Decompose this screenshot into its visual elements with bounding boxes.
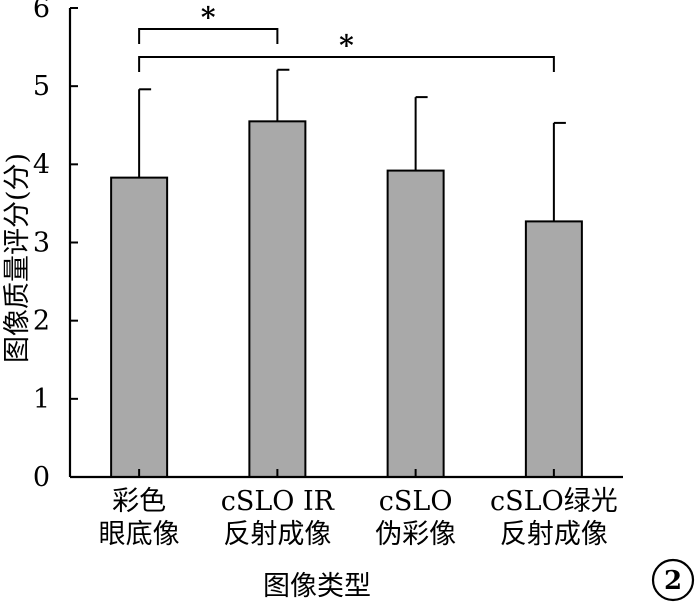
y-tick-label-0: 0 <box>33 462 50 493</box>
y-tick-label-2: 2 <box>33 306 50 337</box>
x-category-label-3-1: 反射成像 <box>500 519 608 550</box>
x-category-label-0-1: 眼底像 <box>99 519 180 550</box>
bar-3 <box>524 220 583 478</box>
bar-0 <box>110 176 169 478</box>
panel-label-text: 2 <box>664 566 682 596</box>
significance-label-1: * <box>339 29 354 62</box>
panel-label-circle <box>651 558 695 602</box>
x-category-label-3-0: cSLO绿光 <box>490 486 618 517</box>
x-axis-title: 图像类型 <box>263 571 371 602</box>
significance-bracket-0 <box>138 28 279 44</box>
x-category-label-2-0: cSLO <box>379 486 453 517</box>
x-category-label-0-0: 彩色 <box>112 486 166 517</box>
x-category-label-1-0: cSLO IR <box>221 486 335 517</box>
y-tick-label-4: 4 <box>33 149 50 180</box>
y-axis-title: 图像质量评分(分) <box>2 153 33 363</box>
bar-1 <box>248 120 307 478</box>
x-category-label-2-1: 伪彩像 <box>375 519 456 550</box>
significance-bracket-1 <box>138 56 555 72</box>
x-category-label-1-1: 反射成像 <box>223 519 331 550</box>
y-tick-label-3: 3 <box>33 228 50 259</box>
y-tick-label-1: 1 <box>33 384 50 415</box>
y-tick-label-6: 6 <box>33 0 50 24</box>
y-tick-label-5: 5 <box>33 71 50 102</box>
significance-label-0: * <box>201 1 216 34</box>
panel-label: 2 <box>651 558 695 602</box>
bar-2 <box>386 169 445 478</box>
